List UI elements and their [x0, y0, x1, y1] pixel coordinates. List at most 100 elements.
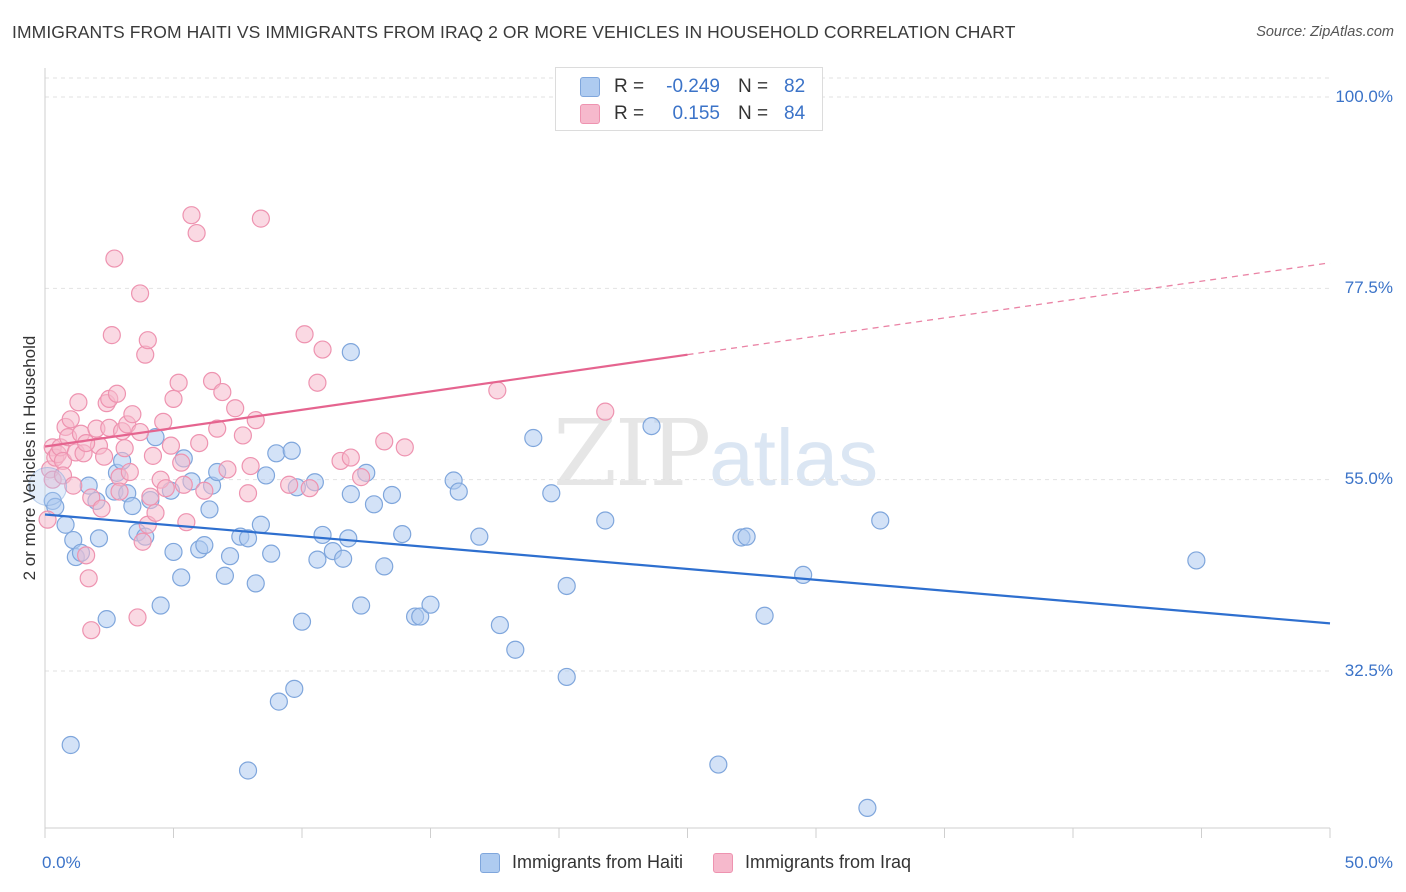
iraq-point: [177, 513, 196, 532]
legend-iraq-swatch: [713, 852, 734, 873]
haiti-r-label: R =: [614, 76, 645, 97]
legend-haiti-label: Immigrants from Haiti: [512, 852, 684, 872]
haiti-point: [449, 482, 468, 501]
iraq-point: [120, 462, 139, 482]
iraq-point: [190, 434, 209, 453]
iraq-point: [308, 373, 327, 392]
haiti-point: [871, 511, 890, 530]
iraq-point: [280, 475, 299, 494]
haiti-point: [238, 761, 258, 780]
haiti-point: [238, 529, 258, 548]
iraq-point: [341, 448, 360, 467]
haiti-point: [308, 550, 327, 569]
iraq-point: [156, 479, 175, 498]
haiti-point: [858, 798, 877, 818]
haiti-r-value: -0.249: [666, 76, 720, 97]
iraq-r-label: R =: [614, 103, 645, 124]
haiti-point: [737, 527, 756, 546]
source-credit: Source: ZipAtlas.com: [1256, 24, 1394, 40]
haiti-n-label: N =: [738, 76, 769, 97]
x-tick-right: 50.0%: [1344, 853, 1393, 872]
haiti-point: [1187, 551, 1206, 570]
legend-iraq-label: Immigrants from Iraq: [745, 852, 912, 872]
iraq-point: [77, 546, 96, 565]
haiti-point: [267, 444, 286, 463]
haiti-point: [334, 549, 353, 568]
iraq-point: [69, 393, 88, 412]
iraq-point: [128, 608, 147, 627]
haiti-point: [557, 667, 576, 687]
haiti-point: [215, 566, 234, 585]
iraq-point: [208, 419, 227, 438]
iraq-point: [313, 340, 332, 359]
haiti-point: [256, 466, 276, 485]
legend-haiti-swatch: [480, 852, 500, 873]
iraq-point: [251, 209, 270, 228]
iraq-point: [133, 532, 152, 551]
haiti-cluster-point: [28, 466, 68, 506]
iraq-point: [77, 434, 96, 453]
haiti-point: [524, 428, 543, 448]
watermark-atlas: atlas: [709, 413, 879, 502]
legend-item-iraq: Immigrants from Iraq: [713, 852, 911, 873]
iraq-n-label: N =: [738, 103, 769, 124]
haiti-point: [282, 441, 301, 460]
haiti-point: [246, 574, 265, 593]
haiti-point: [89, 529, 109, 548]
haiti-point: [123, 496, 142, 516]
iraq-point: [187, 223, 206, 243]
haiti-point: [262, 544, 281, 563]
haiti-point: [220, 547, 240, 566]
y-tick-32-5: 32.5%: [1344, 661, 1393, 680]
iraq-point: [375, 432, 394, 451]
haiti-point: [341, 343, 360, 362]
haiti-point: [393, 524, 412, 544]
stats-row-iraq: R = 0.155 N = 84: [580, 102, 805, 126]
haiti-point: [364, 495, 384, 514]
haiti-n-value: 82: [784, 76, 806, 97]
haiti-point: [421, 595, 440, 614]
iraq-point: [115, 439, 134, 458]
x-tick-left: 0.0%: [42, 853, 81, 872]
haiti-point: [56, 515, 75, 534]
iraq-point: [141, 487, 160, 506]
watermark-zip: ZIP: [553, 400, 711, 507]
iraq-point: [146, 503, 165, 522]
iraq-point: [130, 284, 150, 303]
haiti-trend-line: [44, 513, 1331, 625]
iraq-point: [79, 569, 98, 588]
iraq-point: [61, 410, 80, 429]
haiti-point: [382, 485, 402, 505]
iraq-point: [246, 411, 265, 430]
iraq-point: [161, 436, 181, 455]
y-tick-55: 55.0%: [1344, 469, 1393, 488]
iraq-point: [164, 389, 183, 408]
iraq-point: [172, 453, 191, 472]
haiti-point: [375, 557, 394, 576]
iraq-point: [123, 405, 142, 424]
haiti-swatch: [580, 77, 600, 97]
y-axis-label: 2 or more Vehicles in Household: [20, 335, 39, 581]
haiti-point: [269, 692, 288, 711]
haiti-point: [642, 416, 661, 436]
iraq-point: [92, 499, 111, 518]
iraq-point: [195, 481, 214, 500]
haiti-point: [251, 515, 270, 534]
haiti-point: [709, 755, 728, 774]
haiti-point: [200, 500, 219, 519]
iraq-swatch: [580, 104, 600, 124]
iraq-point: [174, 475, 193, 494]
iraq-point: [95, 447, 114, 466]
y-tick-77-5: 77.5%: [1344, 278, 1393, 297]
iraq-point: [218, 460, 237, 479]
haiti-point: [411, 607, 430, 626]
haiti-point: [97, 610, 116, 629]
iraq-trend-line: [44, 353, 688, 448]
haiti-point: [794, 565, 813, 585]
iraq-point: [143, 446, 163, 465]
haiti-point: [195, 536, 214, 555]
iraq-point: [169, 373, 188, 392]
stats-row-haiti: R = -0.249 N = 82: [580, 75, 805, 99]
iraq-n-value: 84: [784, 103, 806, 124]
haiti-point: [557, 576, 576, 596]
